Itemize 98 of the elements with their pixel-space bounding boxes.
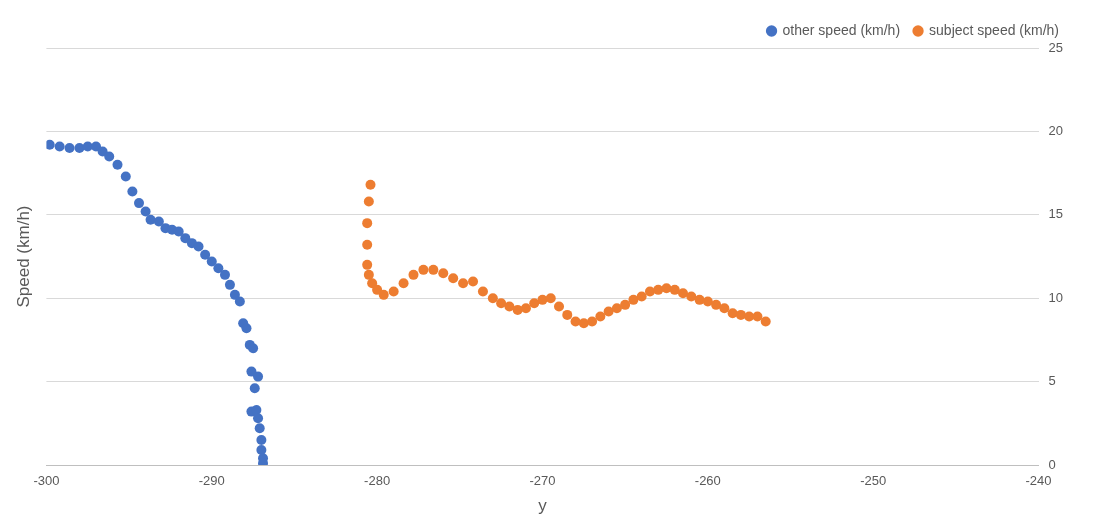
point (213, 263, 224, 274)
point (661, 283, 672, 294)
point (104, 151, 115, 162)
point (206, 256, 217, 267)
point (249, 383, 260, 394)
legend-label: other speed (km/h) (782, 21, 901, 38)
point (611, 303, 622, 314)
y-axis-title: Speed (km/h) (13, 205, 33, 308)
point (91, 141, 102, 152)
point (256, 444, 267, 455)
point (702, 296, 713, 307)
point (253, 371, 264, 382)
point (408, 269, 419, 280)
y-tick-label: 10 (1048, 289, 1064, 305)
point (727, 308, 738, 319)
point (418, 264, 429, 275)
point (64, 143, 75, 154)
point (241, 323, 252, 334)
point (644, 286, 655, 297)
point (140, 206, 151, 217)
x-tick-label: -250 (860, 473, 887, 489)
point (458, 278, 469, 289)
point (653, 284, 664, 295)
point (477, 286, 488, 297)
point (363, 196, 374, 207)
x-tick-label: -280 (364, 473, 391, 489)
point (735, 309, 746, 320)
point (504, 301, 515, 312)
point (686, 291, 697, 302)
point (438, 268, 449, 279)
point (448, 273, 459, 284)
point (529, 298, 540, 309)
point (468, 276, 479, 287)
y-tick-label: 15 (1048, 206, 1064, 222)
x-tick-label: -300 (33, 473, 60, 489)
point (54, 141, 65, 152)
point (180, 233, 191, 244)
point (367, 278, 378, 289)
point (46, 139, 55, 150)
point (711, 299, 722, 310)
point (554, 301, 565, 312)
point (628, 294, 639, 305)
point (744, 311, 755, 322)
y-tick-label: 5 (1048, 373, 1056, 389)
point (752, 311, 763, 322)
point (760, 316, 771, 327)
point (398, 278, 409, 289)
point (537, 294, 548, 305)
point (719, 303, 730, 314)
point (127, 186, 138, 197)
point (193, 241, 204, 252)
point (200, 249, 211, 260)
point (620, 299, 631, 310)
point (487, 293, 498, 304)
x-axis-title: y (538, 496, 548, 516)
x-tick-label: -270 (529, 473, 556, 489)
point (229, 289, 240, 300)
x-tick-label: -240 (1025, 473, 1052, 489)
point (173, 226, 184, 237)
point (234, 296, 245, 307)
point (562, 309, 573, 320)
point (256, 434, 267, 445)
point (603, 306, 614, 317)
point (362, 259, 373, 270)
point (388, 286, 399, 297)
point (362, 218, 373, 229)
point (545, 293, 556, 304)
point (248, 343, 259, 354)
point (254, 423, 265, 434)
legend-label: subject speed (km/h) (929, 21, 1060, 38)
point (112, 159, 123, 170)
point (378, 289, 389, 300)
point (428, 264, 439, 275)
point (153, 216, 164, 227)
point (362, 239, 373, 250)
point (372, 284, 383, 295)
point (636, 291, 647, 302)
x-tick-label: -260 (694, 473, 721, 489)
point (224, 279, 235, 290)
point (134, 198, 144, 209)
point (363, 269, 374, 280)
y-tick-label: 0 (1048, 456, 1056, 472)
point (365, 179, 376, 190)
point (595, 311, 606, 322)
point (520, 303, 531, 314)
point (253, 413, 264, 424)
y-tick-label: 20 (1048, 122, 1064, 138)
point (74, 143, 85, 154)
point (678, 288, 689, 299)
point (512, 304, 523, 315)
point (587, 316, 598, 327)
y-tick-label: 25 (1048, 39, 1064, 55)
point (120, 171, 131, 182)
point (496, 298, 507, 309)
point (219, 269, 230, 280)
point (669, 284, 680, 295)
x-tick-label: -290 (198, 473, 225, 489)
point (251, 404, 262, 415)
